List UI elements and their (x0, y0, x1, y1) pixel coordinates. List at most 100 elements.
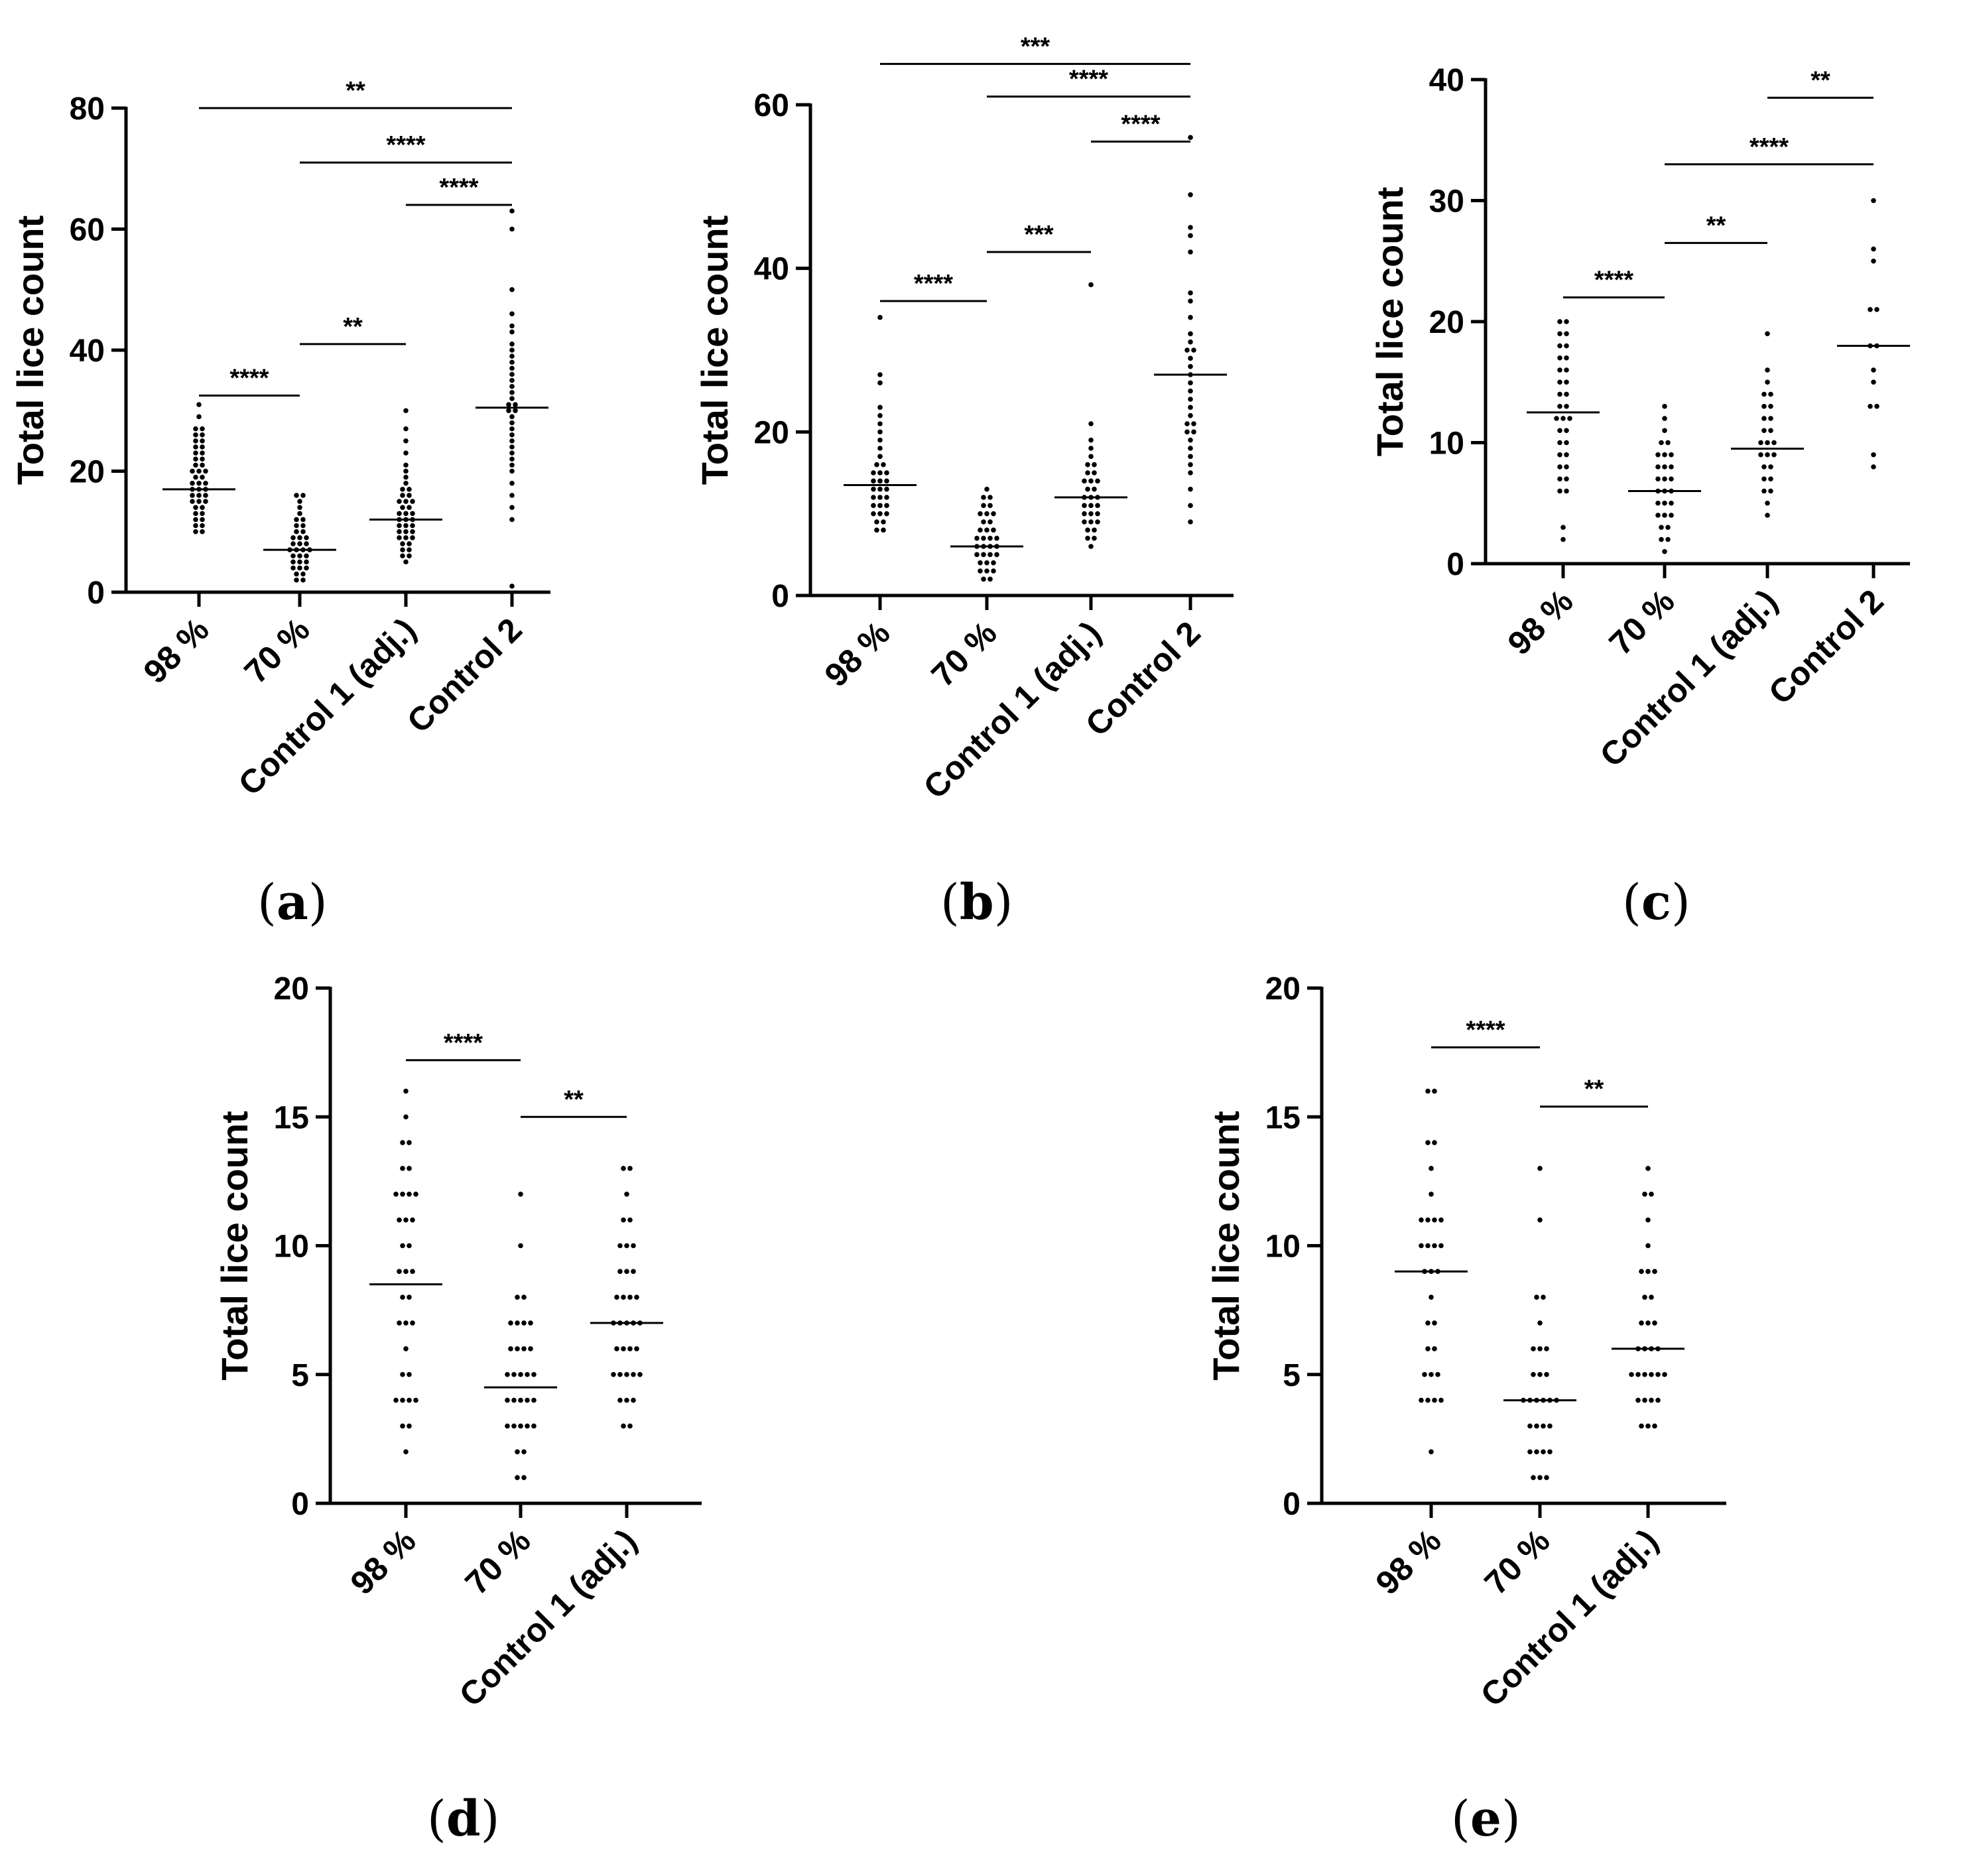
data-point (984, 511, 989, 517)
data-point (203, 468, 208, 474)
data-point (403, 529, 409, 534)
data-point (506, 408, 511, 414)
data-point (634, 1346, 639, 1351)
data-point (877, 429, 883, 435)
data-point (200, 523, 205, 529)
data-point (200, 462, 205, 468)
data-point (1768, 428, 1773, 434)
data-point (193, 529, 198, 534)
data-point (193, 426, 198, 432)
data-point (407, 553, 412, 559)
data-point (203, 499, 208, 504)
data-point (877, 421, 883, 426)
data-point (1768, 464, 1773, 469)
data-point (1188, 437, 1193, 443)
data-point (1662, 403, 1667, 409)
data-point (407, 541, 412, 546)
significance-label: **** (386, 131, 425, 159)
data-point (1874, 306, 1879, 312)
data-point (1655, 476, 1661, 482)
x-tick-label: Control 1 (adj.) (452, 1522, 644, 1714)
data-point (871, 478, 876, 484)
y-tick-label: 20 (754, 415, 789, 450)
data-point (300, 529, 306, 534)
significance-label: **** (1749, 133, 1789, 161)
data-point (1429, 1294, 1434, 1300)
x-tick-label: 98 % (344, 1522, 423, 1601)
significance-label: **** (1466, 1016, 1505, 1044)
data-point (403, 1088, 409, 1094)
data-point (874, 462, 879, 468)
data-point (193, 432, 198, 438)
data-point (1771, 440, 1777, 446)
data-point (981, 552, 986, 558)
y-tick-label: 10 (1265, 1229, 1301, 1265)
significance-label: ** (346, 77, 365, 105)
data-point (407, 1294, 412, 1300)
data-point (1765, 500, 1770, 506)
data-point (1422, 1371, 1427, 1377)
data-point (511, 1397, 517, 1403)
data-point (400, 1423, 405, 1429)
data-point (1557, 319, 1562, 324)
significance-label: ** (343, 313, 363, 341)
data-point (193, 523, 198, 529)
data-point (871, 503, 876, 509)
data-point (877, 437, 883, 443)
data-point (505, 1423, 510, 1429)
data-point (1655, 1397, 1661, 1403)
data-point (1871, 464, 1876, 469)
y-tick-label: 60 (70, 213, 105, 248)
y-tick-label: 10 (274, 1229, 309, 1265)
data-point (1088, 503, 1094, 509)
data-point (509, 468, 515, 474)
x-tick-label: 70 % (1478, 1522, 1557, 1601)
data-point (1564, 367, 1569, 373)
data-point (1642, 1397, 1647, 1403)
data-point (1537, 1346, 1543, 1351)
x-tick-label: Control 1 (adj.) (231, 611, 423, 802)
data-point (200, 456, 205, 462)
data-point (877, 412, 883, 418)
data-point (884, 486, 889, 492)
x-tick-label: Control 2 (400, 611, 529, 740)
y-axis-label: Total lice count (1369, 187, 1411, 457)
data-point (877, 405, 883, 410)
data-point (621, 1294, 626, 1300)
data-point (515, 1449, 520, 1455)
data-point (505, 1371, 510, 1377)
data-point (518, 1371, 523, 1377)
data-point (290, 553, 296, 559)
data-point (1662, 500, 1667, 506)
data-point (978, 511, 983, 517)
data-point (1662, 416, 1667, 421)
data-point (1761, 403, 1767, 409)
data-point (511, 1423, 517, 1429)
data-point (627, 1423, 633, 1429)
data-point (525, 1423, 530, 1429)
data-point (1419, 1397, 1424, 1403)
data-point (877, 470, 883, 475)
significance-label: **** (914, 270, 953, 298)
data-point (509, 462, 515, 468)
data-point (196, 414, 202, 420)
data-point (1662, 1371, 1667, 1377)
data-point (509, 371, 515, 377)
data-point (1662, 428, 1667, 434)
data-point (403, 450, 409, 456)
data-point (509, 323, 515, 329)
data-point (1188, 249, 1193, 255)
data-point (1645, 1243, 1651, 1249)
data-point (1188, 192, 1193, 198)
data-point (518, 1397, 523, 1403)
data-point (403, 462, 409, 468)
data-point (400, 1140, 405, 1145)
data-point (1645, 1217, 1651, 1223)
data-point (509, 505, 515, 511)
data-point (403, 1346, 409, 1351)
data-point (634, 1294, 639, 1300)
data-point (877, 372, 883, 377)
data-point (193, 511, 198, 517)
data-point (877, 380, 883, 386)
data-point (1088, 544, 1094, 549)
